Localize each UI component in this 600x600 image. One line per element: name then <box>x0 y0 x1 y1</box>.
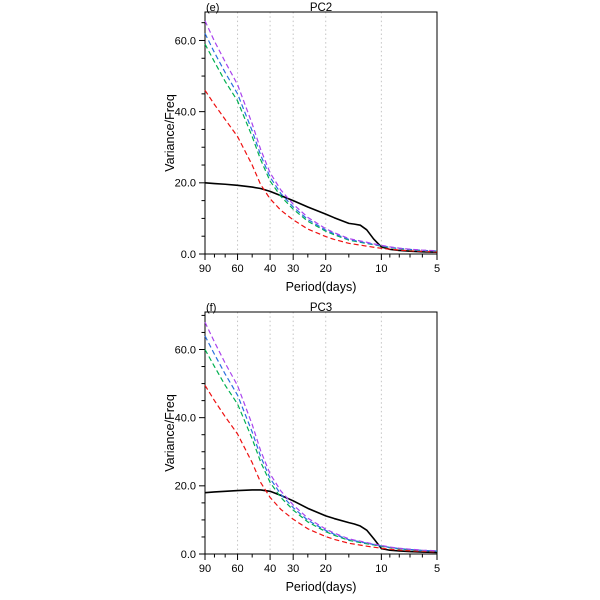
series-line-sig-blue <box>204 33 438 252</box>
x-tick-label: 90 <box>199 263 211 275</box>
x-tick-label: 60 <box>231 263 243 275</box>
series-line-sig-green <box>204 349 438 552</box>
chart-pc3-canvas: 0.0 20.0 40.0 60.0 90 60 40 30 20 10 5 <box>175 311 440 575</box>
x-tick-label: 5 <box>434 263 440 275</box>
series-line-red-noise <box>204 89 438 253</box>
x-tick-label: 40 <box>264 263 276 275</box>
series-line-sig-purple <box>204 20 438 252</box>
series-line-sig-purple <box>204 321 438 552</box>
series-line-sig-green <box>204 43 438 252</box>
x-tick-label: 20 <box>320 563 332 575</box>
plot-frame <box>204 11 438 255</box>
y-tick-label: 0.0 <box>181 249 196 261</box>
y-tick-label: 60.0 <box>175 344 196 356</box>
plot-frame <box>204 311 438 555</box>
x-tick-label: 40 <box>264 563 276 575</box>
x-tick-label: 10 <box>375 563 387 575</box>
x-tick-label: 20 <box>320 263 332 275</box>
y-tick-label: 20.0 <box>175 178 196 190</box>
chart-pc2: 0.0 20.0 40.0 60.0 90 60 40 30 20 10 5 (e) PC2 Var… <box>163 2 440 294</box>
x-tick-label: 30 <box>287 263 299 275</box>
y-tick-label: 60.0 <box>175 35 196 47</box>
series-line-pc3-spectrum <box>204 489 438 554</box>
y-tick-label: 0.0 <box>181 549 196 561</box>
x-tick-label: 10 <box>375 263 387 275</box>
y-tick-label: 20.0 <box>175 481 196 493</box>
chart-pc3: 0.0 20.0 40.0 60.0 90 60 40 30 20 10 5 (f) PC3 Var… <box>0 300 600 600</box>
x-tick-label: 60 <box>231 563 243 575</box>
series-line-pc2-spectrum <box>204 182 438 254</box>
chart-pc2-canvas: 0.0 20.0 40.0 60.0 90 60 40 30 20 10 5 <box>175 11 440 275</box>
x-tick-label: 5 <box>434 563 440 575</box>
x-tick-label: 30 <box>287 563 299 575</box>
series-line-red-noise <box>204 384 438 553</box>
y-tick-label: 40.0 <box>175 106 196 118</box>
x-tick-label: 90 <box>199 563 211 575</box>
series-line-sig-blue <box>204 335 438 552</box>
y-tick-label: 40.0 <box>175 413 196 425</box>
